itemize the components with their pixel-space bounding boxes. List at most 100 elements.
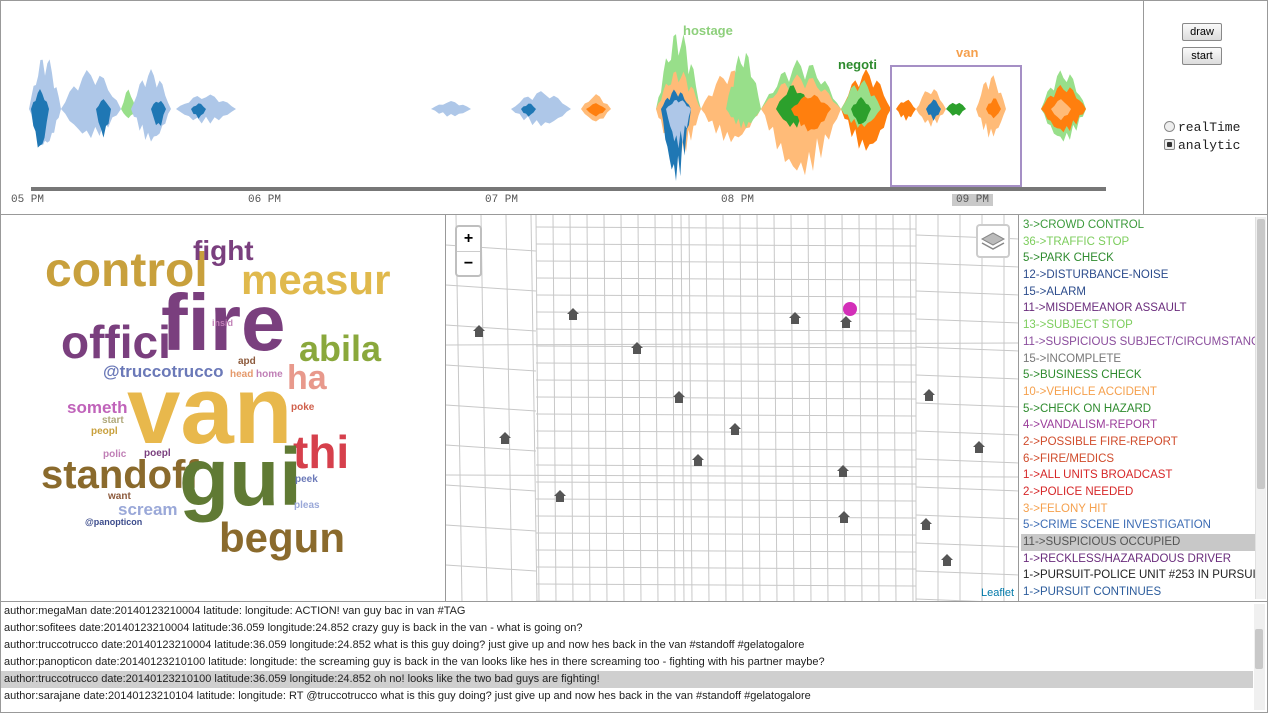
category-item[interactable]: 6->FIRE/MEDICS xyxy=(1023,452,1115,465)
timeline-panel[interactable]: hostage negoti van 05 PM 06 PM 07 PM 08 … xyxy=(0,0,1144,215)
house-marker-icon[interactable] xyxy=(838,511,850,523)
category-item[interactable]: 13->SUBJECT STOP xyxy=(1023,319,1133,332)
message-row[interactable]: author:panopticon date:20140123210100 la… xyxy=(4,656,825,668)
street-line xyxy=(480,215,488,601)
radio-unchecked-icon[interactable] xyxy=(1164,121,1175,132)
category-item[interactable]: 5->PARK CHECK xyxy=(1023,252,1114,265)
streamgraph[interactable] xyxy=(1,1,1144,215)
scroll-thumb[interactable] xyxy=(1257,219,1265,489)
cloud-word[interactable]: poke xyxy=(291,402,315,413)
house-marker-icon[interactable] xyxy=(673,391,685,403)
cloud-word[interactable]: home xyxy=(256,369,283,380)
house-marker-icon[interactable] xyxy=(837,465,849,477)
category-item[interactable]: 3->FELONY HIT xyxy=(1023,502,1108,515)
category-item[interactable]: 1->RECKLESS/HAZARADOUS DRIVER xyxy=(1023,552,1232,565)
cloud-word[interactable]: measur xyxy=(241,256,391,303)
cloud-word[interactable]: insid xyxy=(212,318,234,328)
message-row[interactable]: author:sofitees date:20140123210004 lati… xyxy=(4,622,583,634)
stream-layer xyxy=(726,52,761,129)
cloud-word[interactable]: peopl xyxy=(91,426,118,437)
category-item[interactable]: 15->ALARM xyxy=(1023,285,1086,298)
message-scrollbar[interactable] xyxy=(1254,604,1265,710)
cloud-word[interactable]: polic xyxy=(103,449,127,460)
cloud-word[interactable]: fire xyxy=(161,278,286,367)
house-marker-icon[interactable] xyxy=(631,342,643,354)
category-item[interactable]: 1->PURSUIT-POLICE UNIT #253 IN PURSUIT xyxy=(1023,569,1255,582)
cloud-word[interactable]: scream xyxy=(118,500,178,519)
street-map[interactable] xyxy=(446,215,1019,602)
category-item[interactable]: 15->INCOMPLETE xyxy=(1023,352,1122,365)
category-item[interactable]: 2->POSSIBLE FIRE-REPORT xyxy=(1023,435,1178,448)
cloud-word[interactable]: start xyxy=(102,415,124,426)
house-marker-icon[interactable] xyxy=(473,325,485,337)
category-item[interactable]: 11->SUSPICIOUS OCCUPIED xyxy=(1021,534,1255,551)
category-item[interactable]: 11->MISDEMEANOR ASSAULT xyxy=(1023,302,1187,315)
cloud-word[interactable]: apd xyxy=(238,356,256,367)
message-row[interactable]: author:truccotrucco date:20140123210100 … xyxy=(1,671,1253,688)
house-marker-icon[interactable] xyxy=(973,441,985,453)
zoom-out-button[interactable]: − xyxy=(457,251,480,275)
cloud-word[interactable]: gui xyxy=(179,432,302,523)
street-line xyxy=(773,215,778,601)
category-item[interactable]: 10->VEHICLE ACCIDENT xyxy=(1023,385,1157,398)
radio-analytic[interactable]: analytic xyxy=(1164,138,1240,153)
house-marker-icon[interactable] xyxy=(941,554,953,566)
category-item[interactable]: 5->BUSINESS CHECK xyxy=(1023,369,1142,382)
cloud-word[interactable]: peek xyxy=(295,474,318,485)
category-item[interactable]: 1->PURSUIT CONTINUES xyxy=(1023,586,1162,599)
start-button[interactable]: start xyxy=(1182,47,1222,65)
category-list-panel: 3->CROWD CONTROL 36->TRAFFIC STOP 5->PARK … xyxy=(1018,214,1268,602)
cloud-word[interactable]: standoff xyxy=(41,453,199,497)
message-row[interactable]: author:sarajane date:20140123210104 lati… xyxy=(4,690,811,702)
house-marker-icon[interactable] xyxy=(499,432,511,444)
cloud-word[interactable]: @panopticon xyxy=(85,517,143,527)
category-scrollbar[interactable] xyxy=(1255,217,1266,599)
stream-layer xyxy=(191,103,206,119)
category-item[interactable]: 36->TRAFFIC STOP xyxy=(1023,235,1130,248)
message-row[interactable]: author:truccotrucco date:20140123210004 … xyxy=(4,639,805,651)
zoom-in-button[interactable]: + xyxy=(463,230,474,247)
house-marker-icon[interactable] xyxy=(920,518,932,530)
radio-checked-icon[interactable] xyxy=(1164,139,1175,150)
category-item[interactable]: 3->CROWD CONTROL xyxy=(1023,219,1145,231)
cloud-word[interactable]: offici xyxy=(61,316,171,368)
layers-button[interactable] xyxy=(976,224,1010,258)
cloud-word[interactable]: abila xyxy=(299,328,382,369)
cloud-word[interactable]: @truccotrucco xyxy=(103,362,224,381)
scroll-thumb[interactable] xyxy=(1255,629,1263,669)
house-marker-icon[interactable] xyxy=(840,316,852,328)
cloud-word[interactable]: ha xyxy=(287,359,327,397)
category-item[interactable]: 11->SUSPICIOUS SUBJECT/CIRCUMSTANCE xyxy=(1023,335,1255,348)
cloud-word[interactable]: begun xyxy=(219,514,345,561)
house-marker-icon[interactable] xyxy=(692,454,704,466)
cloud-word[interactable]: van xyxy=(127,357,293,464)
event-location-marker[interactable] xyxy=(843,302,857,316)
cloud-word[interactable]: poepl xyxy=(144,448,171,459)
time-brush-selection[interactable] xyxy=(890,65,1022,187)
map-attribution-link[interactable]: Leaflet xyxy=(980,587,1014,599)
category-item[interactable]: 12->DISTURBANCE-NOISE xyxy=(1023,269,1169,282)
cloud-word[interactable]: thi xyxy=(293,426,350,478)
stream-layer xyxy=(791,94,831,132)
category-item[interactable]: 1->ALL UNITS BROADCAST xyxy=(1023,469,1173,482)
map-panel[interactable]: + − Leaflet xyxy=(445,214,1019,602)
cloud-word[interactable]: pleas xyxy=(294,500,320,511)
category-item[interactable]: 5->CHECK ON HAZARD xyxy=(1023,402,1152,415)
house-marker-icon[interactable] xyxy=(567,308,579,320)
category-item[interactable]: 4->VANDALISM-REPORT xyxy=(1023,419,1158,432)
cloud-word[interactable]: want xyxy=(108,491,131,502)
cloud-word[interactable]: control xyxy=(45,244,208,297)
cloud-word[interactable]: someth xyxy=(67,398,128,417)
house-marker-icon[interactable] xyxy=(554,490,566,502)
cloud-word[interactable]: head xyxy=(230,369,254,380)
radio-realtime[interactable]: realTime xyxy=(1164,120,1240,135)
category-item[interactable]: 2->POLICE NEEDED xyxy=(1023,486,1134,498)
house-marker-icon[interactable] xyxy=(729,423,741,435)
category-item[interactable]: 5->CRIME SCENE INVESTIGATION xyxy=(1023,519,1211,532)
street-line xyxy=(807,215,812,601)
house-marker-icon[interactable] xyxy=(789,312,801,324)
draw-button[interactable]: draw xyxy=(1182,23,1222,41)
message-row[interactable]: author:megaMan date:20140123210004 latit… xyxy=(4,605,466,617)
house-marker-icon[interactable] xyxy=(923,389,935,401)
cloud-word[interactable]: fight xyxy=(193,235,254,266)
